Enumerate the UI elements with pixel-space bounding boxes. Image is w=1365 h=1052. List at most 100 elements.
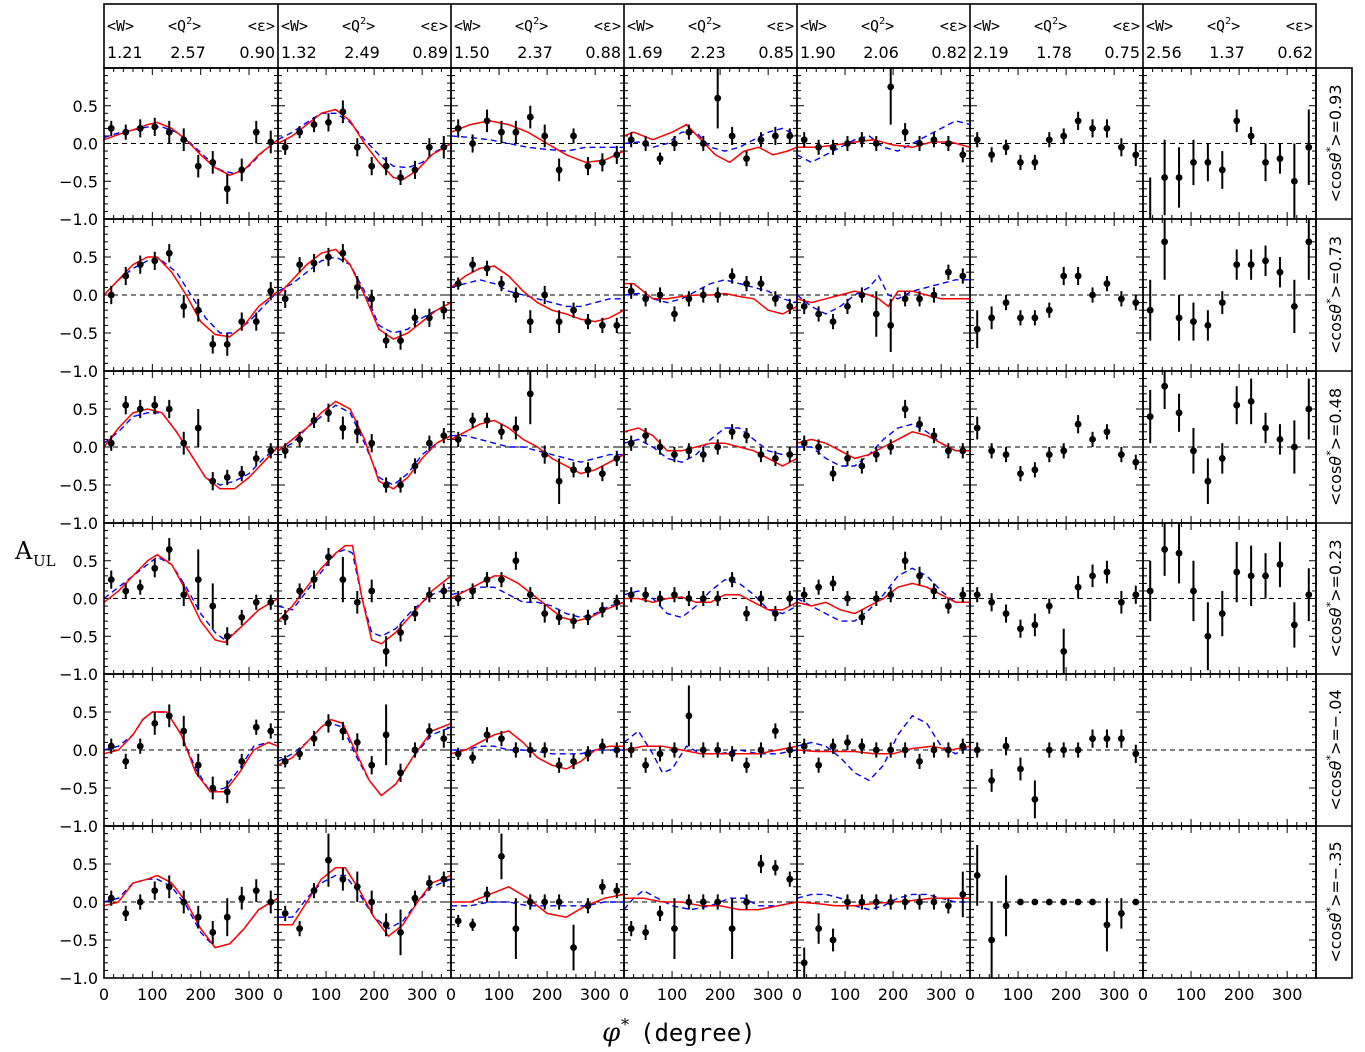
data-point bbox=[757, 595, 765, 602]
data-point bbox=[296, 261, 304, 268]
x-tick-label: 100 bbox=[137, 985, 168, 1004]
header-value-w: 1.90 bbox=[800, 43, 836, 62]
row-label-suffix: >=−.04 bbox=[1326, 689, 1345, 755]
data-point bbox=[959, 151, 967, 159]
y-tick-label: 0.5 bbox=[73, 400, 98, 419]
data-point bbox=[209, 784, 217, 792]
data-point bbox=[526, 746, 534, 754]
data-point bbox=[642, 140, 650, 147]
data-point bbox=[498, 735, 505, 742]
header-key-eps: <ε> bbox=[1286, 17, 1313, 35]
model-curve-red bbox=[797, 138, 970, 149]
data-point bbox=[1031, 466, 1039, 474]
data-point bbox=[613, 746, 621, 754]
data-point bbox=[815, 761, 823, 769]
data-point bbox=[1233, 401, 1241, 409]
data-point bbox=[800, 959, 808, 967]
data-point bbox=[1204, 477, 1212, 485]
panel bbox=[623, 370, 798, 524]
header-key-w: <W> bbox=[107, 17, 134, 35]
panel-plot-area bbox=[973, 729, 1140, 819]
data-point bbox=[570, 306, 577, 314]
data-point bbox=[512, 291, 520, 299]
header-key-w: <W> bbox=[973, 17, 1000, 35]
data-point bbox=[223, 632, 231, 640]
data-point bbox=[1305, 591, 1313, 599]
y-tick-label: −1.0 bbox=[59, 514, 98, 533]
data-point bbox=[541, 291, 549, 299]
panel-plot-area bbox=[104, 396, 278, 491]
row-labels: <cosθ*>=0.93<cosθ*>=0.73<cosθ*>=0.48<cos… bbox=[1315, 67, 1353, 979]
data-point bbox=[844, 455, 851, 462]
x-tick-label: 100 bbox=[484, 985, 515, 1004]
model-curve-red bbox=[451, 885, 624, 918]
row-label-prefix: <cos bbox=[1326, 314, 1345, 354]
data-point bbox=[1117, 598, 1125, 606]
row-label-prefix: <cos bbox=[1326, 922, 1345, 962]
x-axis-title: φ * (degree) bbox=[602, 1015, 756, 1048]
data-point bbox=[1089, 291, 1096, 299]
header-value-eps: 0.90 bbox=[239, 43, 275, 62]
data-point bbox=[627, 591, 635, 599]
model-curve-blue-dashed bbox=[624, 127, 797, 152]
data-point bbox=[627, 925, 635, 932]
data-point bbox=[844, 595, 851, 602]
data-point bbox=[598, 470, 606, 477]
header-key-q2-sup: 2 bbox=[186, 16, 192, 27]
data-point bbox=[469, 417, 477, 424]
data-point bbox=[1290, 177, 1298, 185]
header-key-q2: <Q2> bbox=[168, 16, 201, 35]
data-point bbox=[180, 727, 188, 735]
model-curve-red bbox=[624, 427, 797, 467]
data-point bbox=[1103, 568, 1111, 576]
data-point bbox=[411, 166, 419, 174]
panel bbox=[1142, 522, 1317, 675]
model-curve-blue-dashed bbox=[278, 256, 451, 334]
data-point bbox=[685, 898, 693, 906]
data-point bbox=[353, 739, 361, 746]
header-key-q2-base: <Q bbox=[1207, 17, 1225, 35]
data-point bbox=[425, 314, 433, 322]
data-point bbox=[844, 303, 851, 310]
model-curve-red bbox=[624, 897, 797, 911]
data-point bbox=[281, 613, 289, 621]
data-point bbox=[136, 124, 144, 132]
data-point bbox=[1060, 647, 1068, 655]
data-point bbox=[771, 132, 779, 140]
data-point bbox=[440, 143, 448, 151]
panel-plot-area bbox=[624, 268, 797, 322]
panel-plot-area bbox=[797, 399, 970, 482]
data-point bbox=[901, 898, 909, 906]
panel-plot-area bbox=[797, 714, 970, 782]
model-curve-blue-dashed bbox=[278, 404, 451, 486]
x-axis-tick-labels: 0 100 200 300 0 100 200 300 0 100 200 300 0 100 200 300… bbox=[99, 985, 1303, 1004]
data-point bbox=[916, 898, 923, 906]
data-point bbox=[382, 162, 390, 170]
model-curve-red bbox=[797, 897, 970, 907]
data-point bbox=[916, 758, 923, 765]
data-point bbox=[382, 731, 390, 739]
data-point bbox=[901, 557, 909, 565]
header-key-q2: <Q2> bbox=[1207, 16, 1240, 35]
x-axis-title-sup: * bbox=[621, 1015, 629, 1034]
panel-plot-area bbox=[278, 244, 451, 350]
data-point bbox=[1132, 458, 1140, 466]
data-point bbox=[844, 739, 851, 746]
data-point bbox=[771, 864, 779, 872]
data-point bbox=[685, 712, 693, 720]
data-point bbox=[671, 310, 678, 318]
row-label-theta: θ bbox=[1326, 912, 1345, 922]
data-point bbox=[887, 322, 895, 329]
data-point bbox=[281, 758, 289, 765]
data-point bbox=[743, 432, 750, 439]
data-point bbox=[815, 143, 823, 151]
data-point bbox=[800, 591, 808, 599]
x-tick-label: 300 bbox=[1272, 985, 1303, 1004]
data-point bbox=[165, 712, 173, 720]
data-point bbox=[267, 727, 275, 735]
data-point bbox=[368, 295, 376, 303]
row-label: <cosθ*>=−.35 bbox=[1324, 841, 1345, 962]
panel bbox=[623, 673, 798, 827]
data-point bbox=[887, 443, 895, 451]
y-axis-title-main: A bbox=[14, 537, 33, 565]
